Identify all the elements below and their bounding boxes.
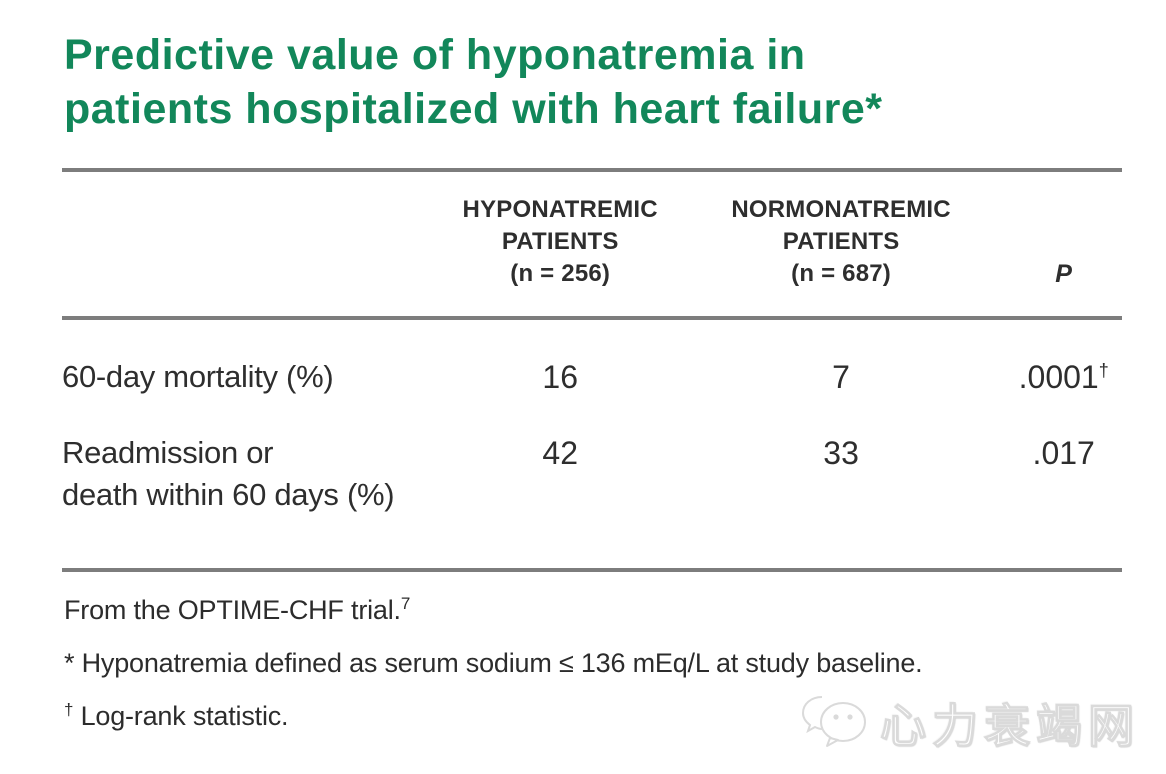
p-value-text: .0001 [1018, 359, 1099, 395]
watermark: 心力衰竭网 [800, 689, 1140, 756]
dagger-superscript: † [1098, 360, 1109, 381]
row-label-readmission: Readmission or death within 60 days (%) [62, 435, 395, 512]
wechat-icon [800, 689, 872, 756]
column-header-p: P [1005, 170, 1122, 320]
row-label-mortality: 60-day mortality (%) [62, 359, 334, 394]
watermark-text: 心力衰竭网 [880, 699, 1140, 752]
readmission-hyponatremic-value: 42 [542, 435, 578, 471]
footnote-dagger: † Log-rank statistic. [64, 698, 1124, 734]
column-header-empty [62, 170, 444, 320]
mortality-normonatremic-value: 7 [832, 359, 850, 395]
page-title-line-1: Predictive value of hyponatremia in [64, 31, 806, 79]
column-header-normonatremic: NORMONATREMIC PATIENTS (n = 687) [676, 170, 1006, 320]
footnotes: From the OPTIME-CHF trial.7 * Hyponatrem… [64, 592, 1124, 751]
page-title-line-2: patients hospitalized with heart failure… [64, 85, 883, 133]
table-row: Readmission or death within 60 days (%) … [62, 398, 1122, 570]
footnote-dagger-text: Log-rank statistic. [73, 701, 289, 731]
footnote-source-text: From the OPTIME-CHF trial. [64, 595, 401, 625]
readmission-normonatremic-value: 33 [823, 435, 859, 471]
readmission-p-value: .017 [1005, 398, 1122, 570]
footnote-source: From the OPTIME-CHF trial.7 [64, 592, 1124, 628]
reference-superscript: 7 [400, 594, 411, 613]
p-value-text: .017 [1032, 435, 1095, 471]
mortality-hyponatremic-value: 16 [542, 359, 578, 395]
table-header-row: HYPONATREMIC PATIENTS (n = 256) NORMONAT… [62, 170, 1122, 320]
mortality-p-value: .0001† [1005, 318, 1122, 398]
table-row: 60-day mortality (%) 16 7 .0001† [62, 318, 1122, 398]
footnote-asterisk: * Hyponatremia defined as serum sodium ≤… [64, 648, 923, 678]
data-table: HYPONATREMIC PATIENTS (n = 256) NORMONAT… [62, 168, 1122, 572]
dagger-superscript: † [64, 700, 74, 719]
column-header-hyponatremic: HYPONATREMIC PATIENTS (n = 256) [443, 170, 677, 320]
page-title: Predictive value of hyponatremia in pati… [64, 28, 883, 136]
